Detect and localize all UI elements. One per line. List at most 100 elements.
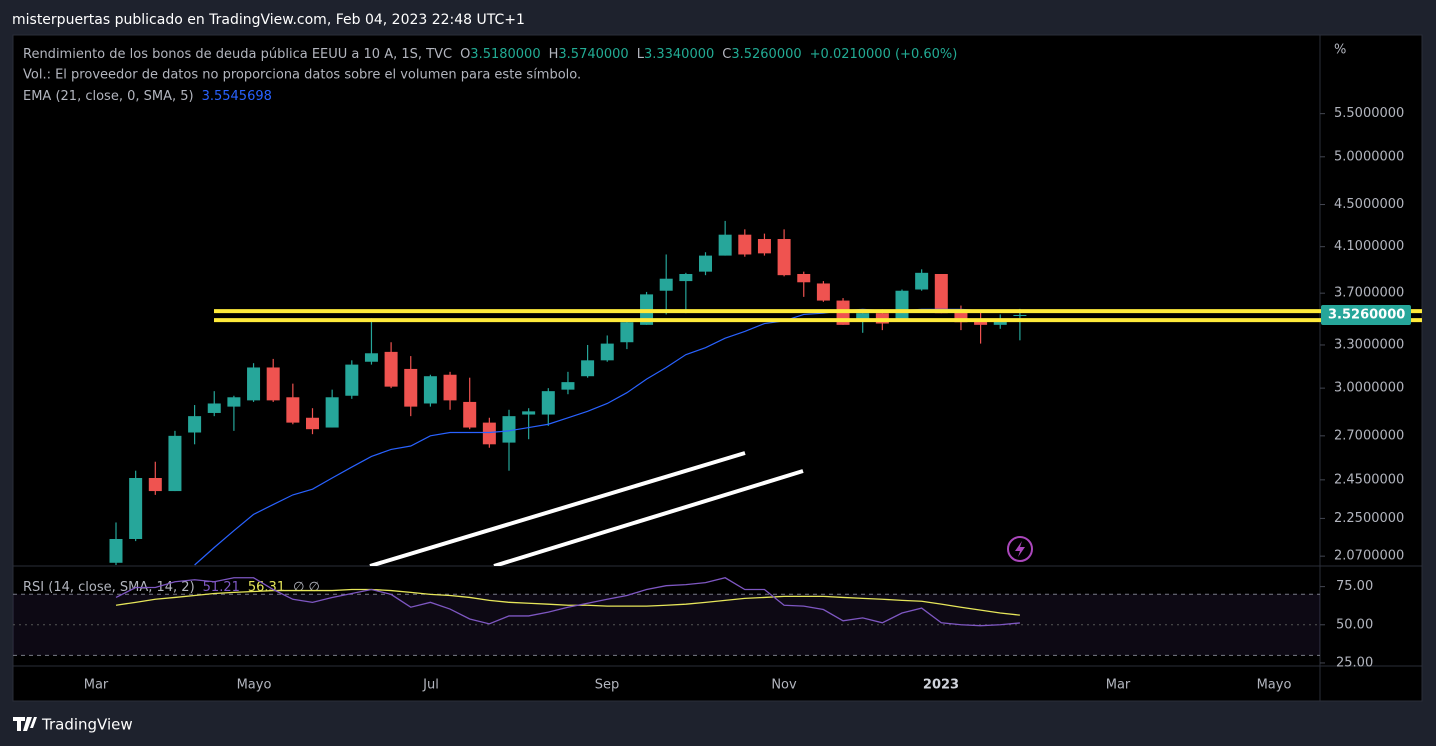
brand: TradingView — [41, 716, 133, 734]
rsi-value: 51.21 — [203, 580, 240, 595]
candle-body — [915, 272, 929, 290]
candle-body — [541, 391, 555, 415]
candle-body — [600, 343, 614, 361]
candle-body — [423, 376, 437, 404]
y-tick-label: 4.1000000 — [1334, 239, 1404, 254]
rsi-line — [115, 577, 1020, 627]
alert-icon[interactable] — [1007, 536, 1033, 562]
candle-body — [777, 239, 791, 276]
y-tick-label: 4.5000000 — [1334, 197, 1404, 212]
candle-body — [384, 351, 398, 387]
candle-body — [286, 397, 300, 423]
ema-legend: EMA (21, close, 0, SMA, 5) 3.5545698 — [23, 89, 272, 104]
x-tick-label: Mayo — [237, 678, 272, 693]
candle-body — [797, 273, 811, 283]
last-price-box — [1321, 304, 1411, 325]
y-tick-label: 5.0000000 — [1334, 149, 1404, 164]
brand-logo — [13, 717, 37, 731]
candle-body — [188, 416, 202, 433]
rsi-line — [115, 588, 1020, 616]
candle-body — [757, 239, 771, 254]
candle-body — [109, 538, 123, 563]
x-tick-label: 2023 — [923, 678, 959, 693]
rsi-legend: RSI (14, close, SMA, 14, 2) 51.21 56.31 ∅ ∅ — [23, 580, 320, 595]
candle-body — [522, 411, 536, 415]
trend-drawing — [369, 451, 746, 566]
candle-body — [463, 401, 477, 428]
candle-body — [993, 319, 1007, 325]
candle-body — [207, 403, 221, 413]
candle-body — [148, 477, 162, 492]
y-tick-label: 3.0000000 — [1334, 381, 1404, 396]
ema-value: 3.5545698 — [202, 89, 272, 104]
symbol: Rendimiento de los bonos de deuda públic… — [23, 47, 452, 62]
x-tick-label: Mar — [84, 678, 109, 693]
y-tick-label: 5.5000000 — [1334, 106, 1404, 121]
candle-body — [345, 364, 359, 396]
candle-body — [974, 320, 988, 325]
candle-body — [266, 367, 280, 401]
y-tick-label: 50.00 — [1336, 617, 1373, 632]
last-price-label: 3.5260000 — [1328, 307, 1405, 322]
trend-drawing — [493, 469, 804, 566]
rsi-plot — [13, 577, 1320, 656]
candle-body — [1013, 314, 1027, 317]
candle-body — [502, 416, 516, 443]
candle-body — [659, 278, 673, 291]
y-tick-label: 2.2500000 — [1334, 511, 1404, 526]
candle-body — [679, 273, 693, 282]
candle-body — [895, 290, 909, 321]
candle-body — [738, 234, 752, 255]
high-key: H — [549, 47, 559, 62]
x-tick-label: Mar — [1106, 678, 1131, 693]
ema-name: EMA (21, close, 0, SMA, 5) — [23, 89, 194, 104]
x-tick-label: Jul — [422, 678, 439, 693]
volume-note: Vol.: El proveedor de datos no proporcio… — [23, 68, 581, 83]
candle-body — [856, 313, 870, 320]
candle-body — [404, 368, 418, 407]
candle-body — [934, 273, 948, 314]
y-tick-label: 25.00 — [1336, 655, 1373, 670]
open-key: O — [460, 47, 470, 62]
candle-body — [443, 374, 457, 401]
candle-body — [247, 367, 261, 401]
page-title: misterpuertas publicado en TradingView.c… — [12, 12, 525, 28]
low: 3.3340000 — [644, 47, 714, 62]
y-tick-label: 2.0700000 — [1334, 549, 1404, 564]
y-tick-label: 3.7000000 — [1334, 286, 1404, 301]
drawings — [369, 451, 804, 566]
candle-body — [581, 360, 595, 377]
candle-body — [699, 255, 712, 272]
candle-body — [306, 417, 319, 430]
close-key: C — [722, 47, 731, 62]
change: +0.0210000 (+0.60%) — [810, 47, 958, 62]
candle-body — [482, 422, 496, 445]
candle-body — [168, 435, 182, 492]
high: 3.5740000 — [558, 47, 628, 62]
x-tick-label: Nov — [771, 678, 797, 693]
candle-body — [364, 353, 378, 362]
candle-body — [129, 477, 143, 539]
y-tick-label: 3.3000000 — [1334, 337, 1404, 352]
legend-ohlc: Rendimiento de los bonos de deuda públic… — [23, 47, 957, 62]
y-tick-label: 75.00 — [1336, 579, 1373, 594]
candle-body — [816, 283, 830, 301]
open: 3.5180000 — [470, 47, 540, 62]
x-tick-label: Mayo — [1257, 678, 1292, 693]
candle-body — [718, 234, 732, 256]
candle-body — [620, 322, 634, 343]
low-key: L — [637, 47, 645, 62]
candle-body — [561, 382, 575, 390]
close: 3.5260000 — [731, 47, 801, 62]
price-plot — [109, 220, 1027, 566]
candle-body — [325, 397, 339, 428]
y-tick-label: 2.7000000 — [1334, 428, 1404, 443]
axis-unit: % — [1334, 43, 1346, 58]
rsi-name: RSI (14, close, SMA, 14, 2) — [23, 580, 195, 595]
y-tick-label: 2.4500000 — [1334, 472, 1404, 487]
candle-body — [227, 397, 241, 407]
rsi-extra: ∅ ∅ — [293, 580, 320, 595]
x-tick-label: Sep — [595, 678, 620, 693]
